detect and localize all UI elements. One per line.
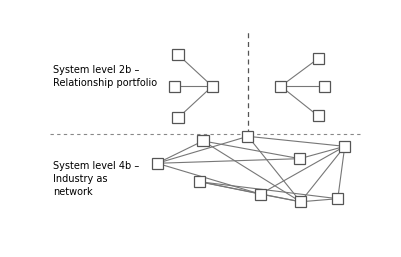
FancyBboxPatch shape [318,81,329,92]
FancyBboxPatch shape [197,135,208,146]
FancyBboxPatch shape [151,158,162,169]
FancyBboxPatch shape [312,111,323,122]
FancyBboxPatch shape [172,49,183,60]
FancyBboxPatch shape [294,196,306,207]
FancyBboxPatch shape [331,193,342,204]
Text: System level 4b –
Industry as
network: System level 4b – Industry as network [53,161,139,197]
FancyBboxPatch shape [294,153,305,164]
FancyBboxPatch shape [275,81,286,92]
FancyBboxPatch shape [169,81,180,92]
FancyBboxPatch shape [194,176,205,187]
FancyBboxPatch shape [206,81,217,92]
FancyBboxPatch shape [312,53,323,64]
FancyBboxPatch shape [242,131,253,142]
FancyBboxPatch shape [338,141,350,152]
Text: System level 2b –
Relationship portfolio: System level 2b – Relationship portfolio [53,65,157,88]
FancyBboxPatch shape [172,112,183,123]
FancyBboxPatch shape [254,189,265,200]
